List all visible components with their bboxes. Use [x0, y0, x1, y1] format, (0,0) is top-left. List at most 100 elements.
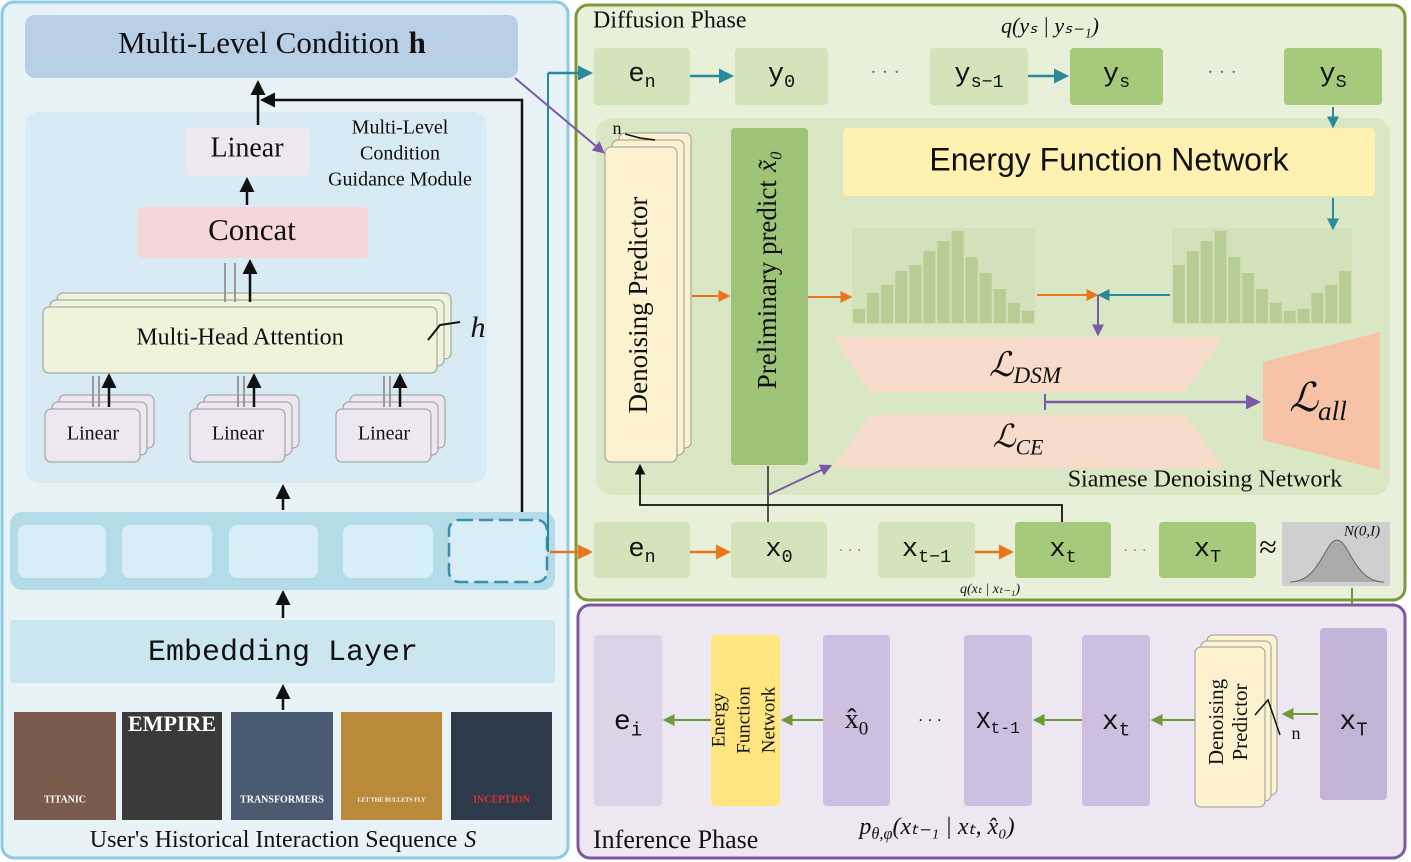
- heads: h: [471, 311, 486, 344]
- hist-bar: [1311, 293, 1324, 323]
- token: [18, 525, 106, 578]
- stack-slash: [1254, 698, 1281, 736]
- token: [122, 525, 212, 578]
- top-node-label: ys: [1103, 60, 1130, 93]
- approx: ≈: [1259, 528, 1277, 564]
- bottom-node-label: xT: [1194, 535, 1221, 568]
- title-box: [25, 15, 518, 78]
- preliminary-symbol: x̃₀: [752, 151, 782, 173]
- arrow: [634, 463, 1063, 522]
- top-node: [930, 48, 1028, 105]
- inference-node-label-sub: 0: [859, 719, 869, 740]
- reverse-label-base: p: [857, 814, 871, 840]
- top-node-label-base: y: [1319, 60, 1335, 90]
- loss-all: ℒall: [1289, 375, 1347, 426]
- inference-node-label-base: e: [614, 707, 631, 738]
- bottom-node: [878, 522, 975, 578]
- top-node: [1070, 48, 1163, 105]
- hist-bar: [993, 289, 1006, 323]
- poster-title: EMPIRE: [128, 711, 216, 736]
- inference-node: [964, 635, 1032, 806]
- title-text: Multi-Level Condition: [118, 25, 400, 60]
- loss-ce-base: ℒ: [993, 418, 1017, 454]
- bottom-node-label-sub: 0: [782, 547, 793, 568]
- hist-bar: [895, 271, 908, 323]
- hist-bar: [923, 251, 936, 323]
- top-node-label-sub: 0: [784, 72, 795, 93]
- top-node: [735, 48, 828, 105]
- hist-bar: [979, 273, 992, 323]
- embedding-box: [10, 620, 555, 683]
- bottom-node-label: xt: [1049, 535, 1076, 568]
- top-node-label: ys−1: [954, 60, 1003, 93]
- inference-stack-count: n: [1292, 723, 1301, 743]
- preliminary-text: Preliminary predict: [752, 180, 782, 390]
- gaussian: N(0,I): [1343, 523, 1380, 539]
- inference-node-label-base: x̂: [845, 704, 859, 735]
- inference-energy: Energy: [708, 692, 729, 747]
- hist-bar: [1242, 273, 1255, 323]
- caption: User's Historical Interaction Sequence S: [90, 827, 477, 853]
- hist-bar: [867, 293, 880, 323]
- arrow: [767, 464, 833, 496]
- energy-box: [843, 128, 1375, 196]
- poster: [14, 712, 116, 820]
- hist-bar: [881, 285, 894, 323]
- inference-node-label: xT: [1339, 707, 1367, 741]
- concat: Concat: [208, 212, 296, 247]
- linear-input-box: [335, 408, 432, 463]
- module-label: Guidance Module: [328, 169, 472, 191]
- loss-ce-shape: [833, 415, 1223, 468]
- bottom-node-label-base: e: [628, 535, 644, 565]
- loss-ce: ℒCE: [993, 418, 1044, 459]
- energy-network: Energy Function Network: [929, 141, 1289, 177]
- inference-node: [1320, 628, 1387, 800]
- linear-input-box: [189, 408, 286, 463]
- loss-all-base: ℒ: [1289, 375, 1319, 420]
- inference-node-label-sub: t-1: [991, 720, 1020, 739]
- poster: [122, 712, 222, 820]
- noise-label: q(xₜ | xₜ₋₁): [960, 582, 1020, 597]
- hist-bar: [1283, 311, 1296, 323]
- bottom-node-label-sub: n: [645, 547, 656, 568]
- linear-input: Linear: [67, 423, 120, 445]
- inference-node: [823, 635, 890, 806]
- inference-node-label: ei: [614, 707, 642, 741]
- top-node: [1284, 48, 1382, 105]
- hist-bar: [1173, 265, 1185, 323]
- top-node-label-base: y: [1103, 60, 1119, 90]
- diffusion-title: Diffusion Phase: [593, 8, 747, 34]
- bottom-node-label-base: x: [1049, 535, 1065, 565]
- hist-bar: [1228, 257, 1241, 323]
- ellipsis: · · ·: [918, 713, 942, 730]
- loss-all-sub: all: [1318, 396, 1347, 426]
- inference-node: [1082, 635, 1150, 806]
- inference-predictor: Predictor: [1228, 684, 1252, 761]
- inference-node: [594, 635, 662, 806]
- module-label: Multi-Level: [352, 117, 449, 139]
- hist-bar: [1297, 309, 1310, 323]
- concat-box: [137, 207, 368, 258]
- bottom-node-label: en: [628, 535, 655, 568]
- loss-dsm-sub: DSM: [1013, 364, 1063, 390]
- bottom-node: [1159, 522, 1256, 578]
- linear-input: Linear: [358, 423, 411, 445]
- top-node-label-sub: s: [1119, 72, 1130, 93]
- head-slash: [427, 321, 461, 341]
- inference-predictor: Denoising: [1204, 678, 1228, 765]
- top-node-label: en: [628, 60, 655, 93]
- arrow: [514, 77, 605, 154]
- bottom-node: [1015, 522, 1111, 578]
- preliminary-box: [731, 128, 808, 465]
- ellipsis: · · ·: [1123, 543, 1147, 560]
- loss-dsm-base: ℒ: [989, 347, 1015, 384]
- denoising-predictor-box: [604, 146, 678, 463]
- hist-bar: [1007, 303, 1020, 323]
- top-node: [594, 48, 690, 105]
- linear-input: Linear: [212, 423, 265, 445]
- reverse-label: pθ,φ(xₜ₋₁ | xₜ, x̂₀): [857, 814, 1014, 843]
- poster: [231, 712, 333, 820]
